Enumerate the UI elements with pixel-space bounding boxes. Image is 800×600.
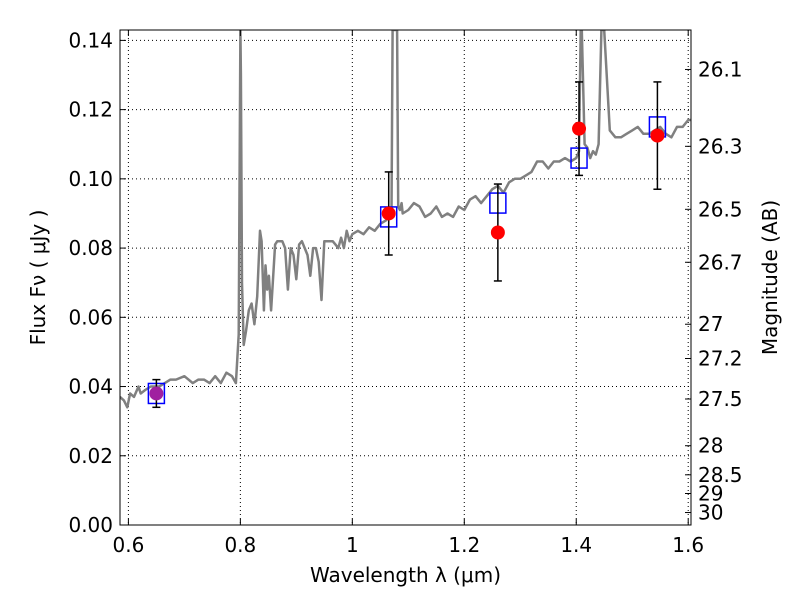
mag-tick-label: 29 [698, 482, 723, 506]
axis-ticks: 0.6 0.8 1 1.2 1.4 1.6 0.00 0.02 0.04 0.06 0.08 0.10… [68, 28, 742, 557]
mag-tick-label: 28 [698, 434, 723, 458]
x-tick-label: 1 [346, 533, 359, 557]
x-tick-label: 0.6 [112, 533, 144, 557]
observed-photometry-point [650, 128, 665, 143]
mag-tick-label: 26.5 [698, 197, 743, 221]
observed-photometry-point [149, 386, 164, 401]
grid-lines [120, 30, 691, 525]
x-tick-label: 1.2 [448, 533, 480, 557]
x-axis-label: Wavelength λ (μm) [310, 563, 501, 587]
spectrum-layer [120, 30, 691, 409]
y-tick-label: 0.14 [68, 28, 113, 52]
y-tick-label: 0.06 [68, 305, 113, 329]
mag-tick-label: 26.1 [698, 57, 743, 81]
x-tick-label: 1.6 [672, 533, 704, 557]
y-tick-label: 0.08 [68, 236, 113, 260]
plot-frame [119, 29, 692, 526]
y-tick-label: 0.00 [68, 513, 113, 537]
y-tick-label: 0.04 [68, 375, 113, 399]
mag-tick-label: 27.2 [698, 347, 743, 371]
mag-tick-label: 28.5 [698, 463, 743, 487]
mag-tick-label: 27 [698, 312, 723, 336]
marker-layer [147, 81, 667, 409]
mag-tick-label: 26.3 [698, 134, 743, 158]
mag-tick-label: 27.5 [698, 387, 743, 411]
observed-photometry-point [381, 206, 396, 221]
x-tick-label: 1.4 [560, 533, 592, 557]
y2-axis-label: Magnitude (AB) [758, 200, 782, 355]
y-tick-label: 0.10 [68, 167, 113, 191]
x-tick-label: 0.8 [224, 533, 256, 557]
y-tick-label: 0.12 [68, 98, 113, 122]
observed-photometry-point [490, 225, 505, 240]
mag-tick-label: 26.7 [698, 250, 743, 274]
mag-tick-label: 30 [698, 501, 723, 525]
y-tick-label: 0.02 [68, 444, 113, 468]
observed-photometry-point [572, 121, 587, 136]
y-axis-label: Flux Fν ( μJy ) [26, 210, 50, 346]
spectrum-line [120, 30, 691, 409]
